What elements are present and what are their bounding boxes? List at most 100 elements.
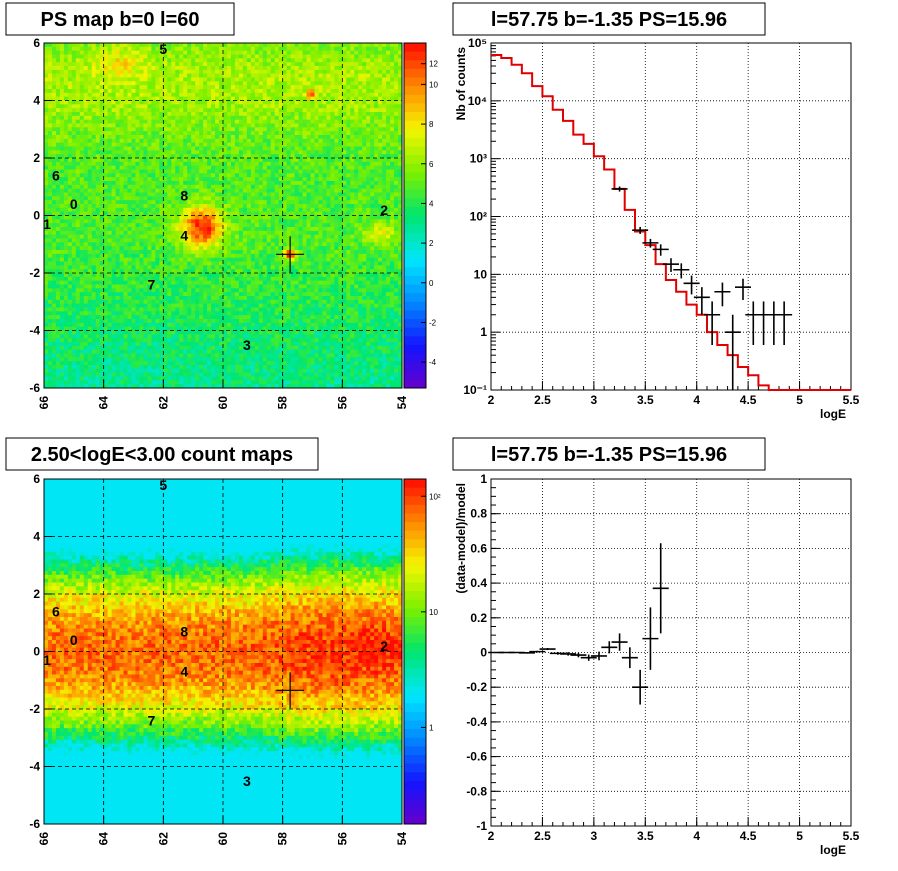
map-pixel <box>67 150 73 155</box>
map-pixel <box>230 207 236 213</box>
map-pixel <box>342 250 347 255</box>
map-pixel <box>314 119 319 124</box>
map-pixel <box>314 223 319 228</box>
map-pixel <box>282 219 288 224</box>
map-pixel <box>242 66 248 71</box>
map-pixel <box>390 242 395 247</box>
map-pixel <box>44 62 49 67</box>
map-pixel <box>87 112 93 117</box>
map-pixel <box>163 112 168 117</box>
map-pixel <box>274 196 280 201</box>
map-pixel <box>103 50 109 55</box>
map-pixel <box>298 230 304 236</box>
map-pixel <box>111 81 117 86</box>
map-pixel <box>207 246 212 251</box>
map-pixel <box>350 54 355 59</box>
map-pixel <box>91 196 97 201</box>
map-pixel <box>262 81 268 86</box>
map-pixel <box>191 146 196 151</box>
map-pixel <box>390 62 395 67</box>
map-pixel <box>91 127 97 132</box>
map-pixel <box>159 123 164 128</box>
map-pixel <box>175 158 180 163</box>
map-pixel <box>123 135 129 140</box>
map-pixel <box>290 127 296 132</box>
map-pixel <box>326 154 331 159</box>
map-pixel <box>119 165 125 170</box>
map-pixel <box>382 100 387 105</box>
map-pixel <box>242 154 248 159</box>
map-pixel <box>159 169 164 174</box>
map-pixel <box>79 234 85 239</box>
map-pixel <box>298 154 304 159</box>
map-pixel <box>123 131 129 136</box>
map-pixel <box>183 73 188 78</box>
map-pixel <box>203 161 208 167</box>
map-pixel <box>230 238 236 243</box>
map-pixel <box>398 250 403 255</box>
map-pixel <box>135 96 140 101</box>
map-pixel <box>179 242 184 247</box>
map-pixel <box>254 131 260 136</box>
map-pixel <box>203 192 208 197</box>
map-pixel <box>47 211 53 216</box>
map-pixel <box>226 238 232 243</box>
map-pixel <box>127 158 133 163</box>
map-pixel <box>171 85 176 90</box>
map-pixel <box>342 119 347 124</box>
map-pixel <box>83 242 89 247</box>
map-pixel <box>223 227 228 232</box>
map-pixel <box>378 161 383 167</box>
map-pixel <box>191 115 196 121</box>
map-pixel <box>44 85 49 90</box>
map-pixel <box>99 250 105 255</box>
map-pixel <box>123 100 129 105</box>
map-pixel <box>382 123 387 128</box>
map-pixel <box>290 69 296 75</box>
map-pixel <box>91 211 97 216</box>
map-pixel <box>131 96 136 101</box>
map-pixel <box>262 123 268 128</box>
map-pixel <box>191 188 196 193</box>
map-pixel <box>127 161 133 167</box>
map-pixel <box>183 142 188 147</box>
map-pixel <box>374 250 379 255</box>
map-pixel <box>195 77 200 82</box>
map-pixel <box>111 146 117 151</box>
map-pixel <box>155 108 160 113</box>
map-pixel <box>111 165 117 170</box>
map-pixel <box>223 196 228 201</box>
map-pixel <box>159 131 164 136</box>
map-pixel <box>131 58 136 63</box>
map-pixel <box>59 215 65 220</box>
map-pixel <box>258 100 264 105</box>
map-pixel <box>131 81 136 86</box>
map-pixel <box>234 43 240 48</box>
map-pixel <box>330 215 335 220</box>
map-pixel <box>318 158 323 163</box>
map-pixel <box>163 135 168 140</box>
map-pixel <box>123 196 129 201</box>
map-pixel <box>386 154 391 159</box>
map-pixel <box>195 66 200 71</box>
map-pixel <box>366 77 371 82</box>
map-pixel <box>147 81 152 86</box>
map-pixel <box>282 92 288 98</box>
map-pixel <box>215 54 220 59</box>
map-pixel <box>322 196 327 201</box>
map-pixel <box>55 200 61 205</box>
map-pixel <box>334 58 339 63</box>
map-pixel <box>175 69 180 75</box>
map-pixel <box>223 43 228 48</box>
map-pixel <box>151 192 156 197</box>
map-pixel <box>79 200 85 205</box>
map-pixel <box>143 104 148 109</box>
map-pixel <box>91 43 97 48</box>
map-pixel <box>346 135 351 140</box>
map-pixel <box>238 154 244 159</box>
map-pixel <box>306 181 312 186</box>
map-pixel <box>103 211 109 216</box>
map-pixel <box>67 92 73 98</box>
map-pixel <box>215 62 220 67</box>
